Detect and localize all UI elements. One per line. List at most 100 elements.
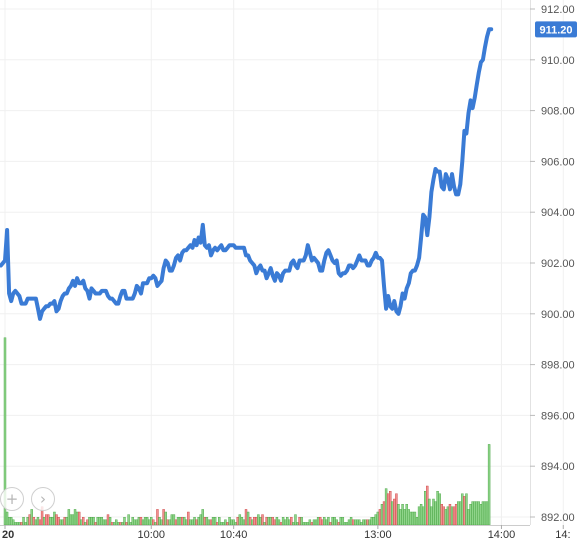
volume-bar-down <box>448 504 452 526</box>
volume-bar-up <box>115 519 118 526</box>
zoom-in-button[interactable]: + <box>0 487 24 511</box>
volume-bar-up <box>331 517 334 526</box>
volume-bar-up <box>222 522 225 526</box>
last-price-label: 911.20 <box>539 24 572 36</box>
volume-bar-down <box>261 514 264 526</box>
volume-bar-up <box>286 517 289 526</box>
volume-bar-down <box>82 517 85 526</box>
volume-bar-down <box>63 517 66 526</box>
y-tick-label: 892.00 <box>541 512 575 524</box>
volume-bar-up <box>131 517 134 526</box>
volume-bar-up <box>220 522 223 526</box>
volume-bar-up <box>80 519 83 526</box>
volume-bar-up <box>201 509 204 526</box>
volume-bar-up <box>98 517 101 526</box>
volume-bar-up <box>26 517 29 526</box>
volume-bar-up <box>487 444 491 526</box>
volume-bar-down <box>386 493 390 526</box>
volume-bar-down <box>279 522 283 526</box>
volume-bar-up <box>246 511 250 526</box>
volume-bar-down <box>187 511 190 526</box>
volume-bar-down <box>28 514 31 526</box>
volume-bar-up <box>102 519 106 526</box>
volume-bar-up <box>417 506 421 526</box>
volume-bar-up <box>333 517 336 526</box>
volume-bar-up <box>242 519 246 526</box>
volume-bar-up <box>424 491 427 526</box>
volume-bar-down <box>298 517 301 526</box>
volume-bar-down <box>255 517 258 526</box>
volume-bar-down <box>318 517 322 526</box>
volume-bar-up <box>403 509 406 526</box>
x-tick-label: 14:00 <box>488 529 516 540</box>
volume-bar-up <box>267 517 270 526</box>
volume-bar-up <box>137 517 141 526</box>
volume-bar-up <box>364 519 367 526</box>
volume-bar-up <box>339 517 342 526</box>
volume-bar-up <box>104 519 108 526</box>
volume-bar-up <box>283 519 287 526</box>
y-tick-label: 902.00 <box>541 258 575 270</box>
volume-bar-up <box>434 501 437 526</box>
volume-bar-down <box>273 519 277 526</box>
volume-bar-up <box>127 514 130 526</box>
volume-bar-up <box>360 522 363 526</box>
volume-bar-up <box>183 517 186 526</box>
grid <box>0 0 564 525</box>
volume-bar-up <box>147 519 151 526</box>
volume-bar-up <box>205 517 209 526</box>
volume-bar-down <box>329 522 332 526</box>
volume-bar-up <box>59 519 62 526</box>
volume-bar-up <box>281 517 285 526</box>
volume-bar-up <box>135 519 139 526</box>
volume-bar-down <box>57 517 60 526</box>
volume-bar-up <box>405 504 408 526</box>
volume-bar-up <box>158 517 161 526</box>
x-tick-label: 14: <box>555 529 570 540</box>
volume-bar-down <box>203 517 207 526</box>
volume-bar-up <box>473 501 476 526</box>
volume-bar-up <box>269 517 272 526</box>
volume-bar-down <box>351 519 355 526</box>
volume-bar-up <box>100 517 104 526</box>
volume-bar-up <box>30 509 33 526</box>
volume-bar-up <box>53 511 56 526</box>
volume-bar-up <box>275 517 279 526</box>
volume-bar-down <box>366 519 369 526</box>
volume-bar-up <box>69 514 73 526</box>
volume-bar-up <box>12 519 15 526</box>
volume-bar-down <box>45 514 48 526</box>
volume-bar-up <box>22 517 25 526</box>
y-tick-label: 906.00 <box>541 156 575 168</box>
x-tick-label: 20 <box>2 529 14 540</box>
volume-bar-up <box>372 517 375 526</box>
volume-bar-up <box>380 504 384 526</box>
next-button[interactable]: › <box>31 487 55 511</box>
volume-bar-up <box>164 511 167 526</box>
volume-bar-up <box>234 522 237 526</box>
x-axis: 20 10:00 10:40 13:00 14:00 14: <box>0 525 571 540</box>
y-tick-label: 912.00 <box>541 4 575 16</box>
volume-bar-up <box>343 522 347 526</box>
volume-bar-up <box>436 491 439 526</box>
volume-bar-up <box>129 522 132 526</box>
volume-bar-up <box>459 501 462 526</box>
volume-bar-up <box>257 514 260 526</box>
volume-bar-down <box>86 519 89 526</box>
volume-bar-up <box>9 517 13 526</box>
volume-bar-down <box>209 519 213 526</box>
volume-bar-up <box>374 514 377 526</box>
y-axis: 912.00 910.00 908.00 906.00 904.00 902.00 900.… <box>530 0 575 525</box>
volume-bar-up <box>438 493 441 526</box>
volume-bar-up <box>199 514 202 526</box>
volume-bar-up <box>213 517 217 526</box>
volume-bar-up <box>5 511 9 526</box>
volume-bar-up <box>88 517 91 526</box>
volume-bars <box>3 337 491 526</box>
volume-bar-up <box>150 517 153 526</box>
volume-bar-up <box>292 522 295 526</box>
volume-bar-up <box>170 514 174 526</box>
volume-bar-down <box>215 522 219 526</box>
volume-bar-up <box>428 498 431 526</box>
volume-bar-up <box>358 519 361 526</box>
